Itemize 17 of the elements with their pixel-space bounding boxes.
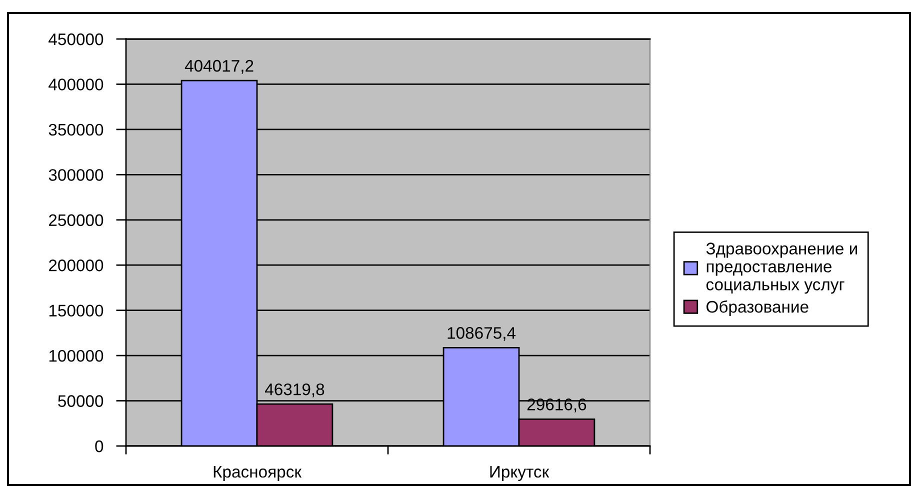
data-label: 46319,8 xyxy=(264,383,324,398)
y-tick-label: 400000 xyxy=(48,78,104,90)
data-label: 108675,4 xyxy=(448,327,516,341)
y-tick-label: 200000 xyxy=(49,260,104,272)
y-tick-label: 300000 xyxy=(48,169,104,181)
legend-label: Образование xyxy=(706,300,808,316)
x-tick-label: Красноярск xyxy=(214,466,302,481)
y-tick-label: 250000 xyxy=(49,214,104,226)
y-tick-label: 50000 xyxy=(58,395,104,407)
y-tick-label: 350000 xyxy=(48,124,104,136)
legend-label: Здравоохранение и предоставление социальных услуг xyxy=(706,242,857,294)
data-label: 404017,2 xyxy=(184,60,254,74)
y-tick-label: 100000 xyxy=(49,350,104,362)
x-tick-label: Иркутск xyxy=(490,466,550,481)
y-tick-label: 0 xyxy=(95,440,104,452)
y-tick-label: 150000 xyxy=(49,304,104,317)
y-tick-label: 450000 xyxy=(48,33,104,46)
